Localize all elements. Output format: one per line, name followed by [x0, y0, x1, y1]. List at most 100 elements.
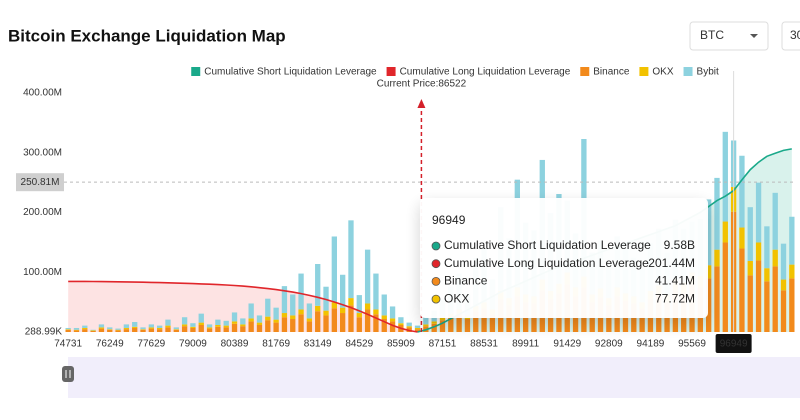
bar: [389, 318, 396, 322]
tooltip-dot: [431, 294, 441, 304]
bar: [431, 321, 437, 324]
bar: [82, 325, 88, 328]
legend-swatch: [386, 67, 396, 76]
period-select[interactable]: [781, 21, 800, 51]
x-tick-label: 85909: [387, 339, 415, 350]
bar: [747, 275, 753, 332]
bar: [281, 317, 288, 332]
legend-swatch: [639, 67, 649, 76]
crosshair-label: 250.81M: [21, 177, 60, 188]
tooltip-value: 41.41M: [655, 274, 695, 288]
bar: [739, 248, 745, 332]
bar: [82, 327, 88, 330]
bar: [348, 298, 354, 306]
bar: [223, 320, 229, 326]
bar: [181, 324, 188, 327]
bar: [165, 327, 171, 332]
bar: [231, 323, 238, 332]
y-tick-label: 288.99K: [25, 327, 63, 338]
x-tick-label: 89911: [512, 339, 540, 350]
bar: [606, 305, 612, 332]
bar: [339, 313, 346, 332]
bar: [281, 313, 288, 318]
bar: [780, 279, 787, 291]
bar: [140, 327, 146, 330]
bar: [123, 324, 130, 328]
bar: [306, 321, 313, 332]
page-title: Bitcoin Exchange Liquidation Map: [8, 26, 286, 45]
bar: [722, 131, 728, 222]
bar: [107, 329, 113, 332]
bar: [265, 320, 271, 332]
bar: [755, 242, 762, 261]
bar: [423, 317, 429, 325]
legend-label: Cumulative Long Liquidation Leverage: [400, 67, 571, 78]
caret: [750, 34, 758, 38]
legend-label: OKX: [652, 67, 673, 78]
legend-swatch: [191, 67, 201, 76]
bar: [323, 315, 329, 332]
x-tick-label: 77629: [137, 339, 165, 350]
bar: [315, 311, 321, 332]
bar: [348, 220, 354, 299]
bar: [789, 216, 795, 265]
bar: [98, 324, 105, 328]
bar: [714, 266, 720, 332]
bar: [223, 327, 229, 332]
bar: [73, 330, 80, 332]
bar: [290, 315, 296, 320]
bar: [73, 327, 80, 330]
bar: [356, 295, 362, 314]
bar: [506, 305, 512, 332]
tooltip: 96949 Cumulative Short Liquidation Levera…: [420, 198, 708, 318]
bar: [132, 326, 138, 328]
bar: [173, 329, 179, 330]
bar: [298, 314, 304, 332]
bar: [198, 313, 204, 323]
bar: [722, 242, 728, 332]
x-tick-label: 81769: [262, 339, 290, 350]
bar: [381, 319, 387, 332]
bar: [273, 319, 279, 323]
bar: [256, 322, 263, 325]
bar: [439, 320, 446, 332]
y-tick-label: 400.00M: [23, 88, 62, 99]
bar: [414, 325, 421, 328]
bar: [339, 307, 346, 314]
bar: [265, 298, 271, 317]
bar: [772, 192, 778, 250]
x-tick-label: 80389: [221, 339, 249, 350]
bar: [747, 207, 753, 262]
bar: [373, 309, 379, 315]
x-tick-label: 79009: [179, 339, 207, 350]
bar: [181, 317, 188, 325]
y-tick-label: 100.00M: [23, 267, 62, 278]
bar: [473, 311, 479, 332]
bar: [165, 325, 171, 328]
bar: [115, 330, 121, 332]
x-tick-label: 88531: [470, 339, 498, 350]
x-tick-label: 91429: [553, 339, 581, 350]
period-select-text: 30: [790, 28, 800, 42]
bar: [406, 326, 412, 328]
x-highlight: [715, 334, 752, 353]
bar: [198, 322, 204, 325]
bar: [132, 327, 138, 332]
bar: [381, 294, 387, 316]
bar: [156, 325, 163, 328]
slider-handle[interactable]: [62, 366, 74, 382]
bar: [464, 319, 471, 332]
coin-select[interactable]: [689, 21, 769, 51]
bar: [173, 327, 179, 330]
bar: [739, 227, 745, 249]
bar: [705, 278, 712, 332]
bar: [705, 199, 712, 266]
bar: [398, 317, 404, 324]
bar: [389, 321, 396, 332]
range-slider[interactable]: [68, 357, 800, 398]
bar: [90, 330, 96, 332]
y-tick-label: 300.00M: [23, 147, 62, 158]
bar: [323, 310, 329, 316]
bar: [298, 309, 304, 315]
bar: [381, 315, 387, 320]
